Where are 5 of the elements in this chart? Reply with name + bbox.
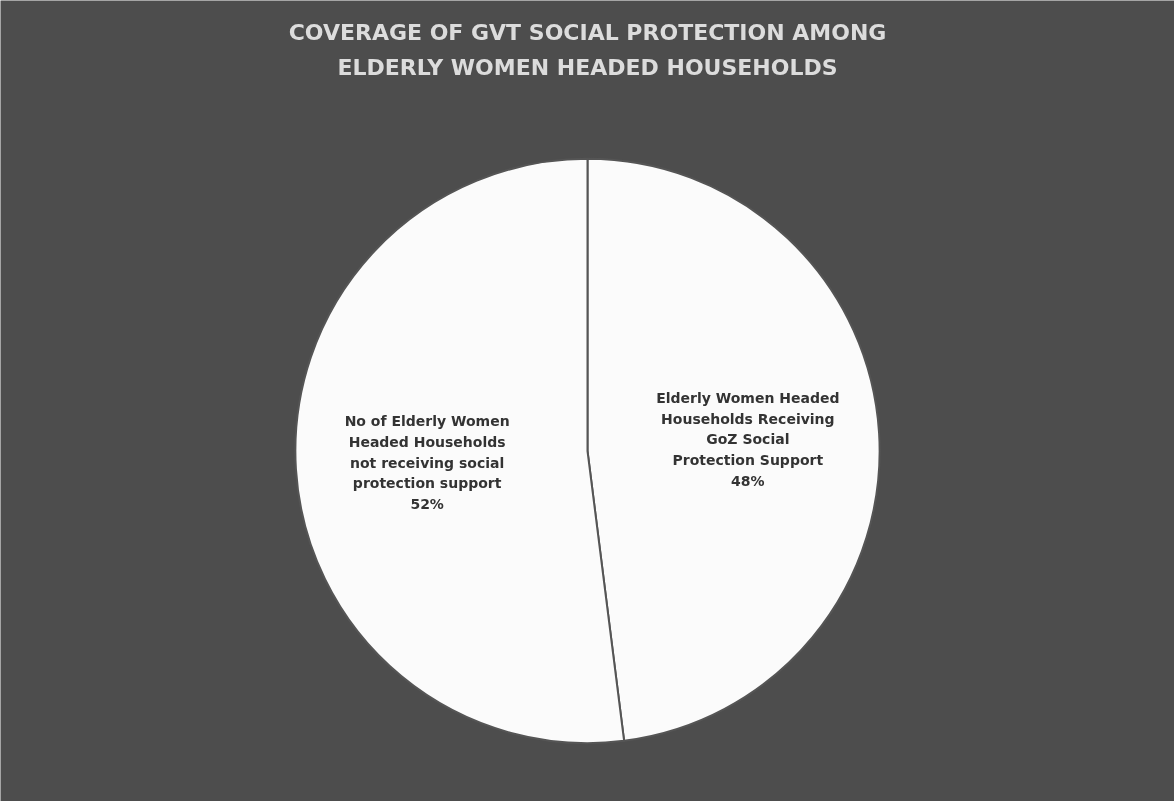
data-label: 48% xyxy=(731,473,765,490)
slice-label: Elderly Women Headed Households Receiving GoZ Social Protection Support xyxy=(656,389,840,469)
data-label: 52% xyxy=(410,496,444,513)
slice-label: No of Elderly Women Headed Households not receiving social protection support xyxy=(344,412,510,492)
chart-title: COVERAGE OF GVT SOCIAL PROTECTION AMONG ELDERLY WOMEN HEADED HOUSEHOLDS xyxy=(288,20,887,81)
